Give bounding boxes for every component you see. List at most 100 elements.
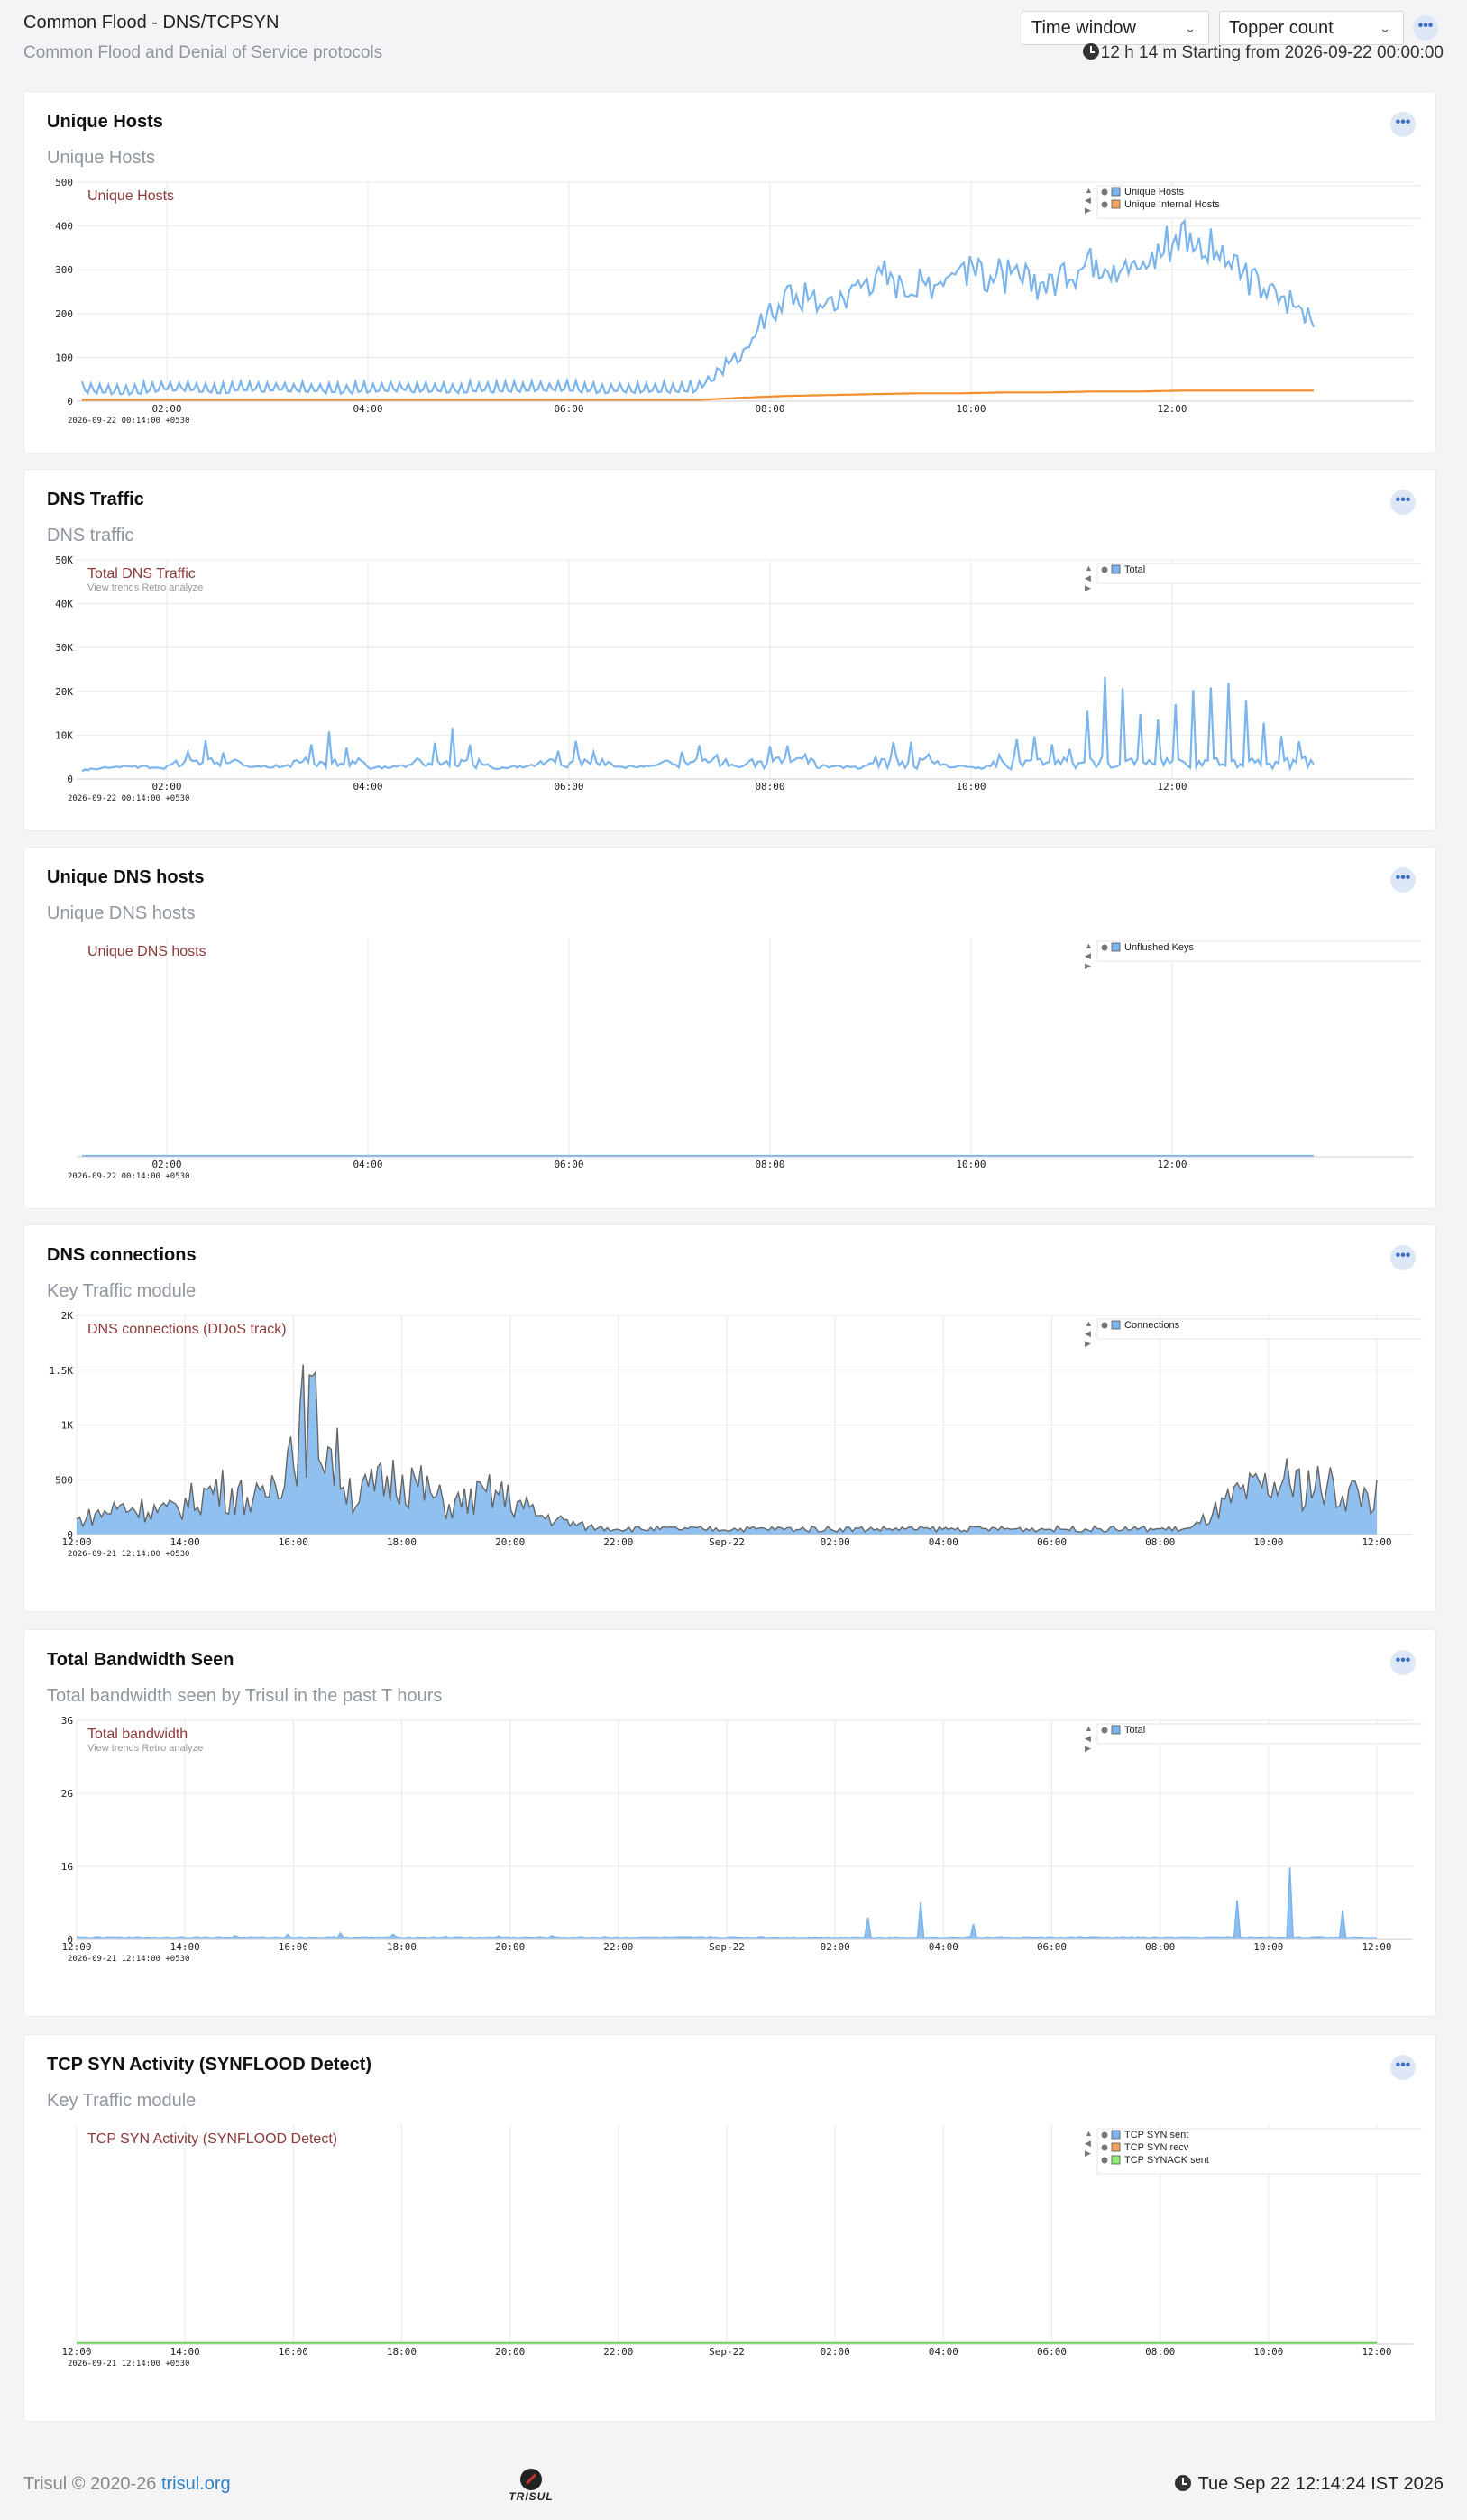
y-tick-label: 300 <box>55 264 73 276</box>
trisul-logo: TRISUL <box>500 2469 563 2506</box>
legend-toggle-icon[interactable] <box>1101 2144 1108 2151</box>
legend-item[interactable]: Unflushed Keys <box>1124 942 1195 953</box>
series-line <box>76 1867 1378 1939</box>
panel-menu-button[interactable]: ••• <box>1390 2055 1416 2080</box>
legend-item[interactable]: Total <box>1124 564 1145 575</box>
chart-title: DNS connections (DDoS track) <box>87 1322 287 1337</box>
legend-nav-icon[interactable]: ▲ <box>1085 1724 1093 1733</box>
legend-nav-icon[interactable]: ◀ <box>1085 1329 1091 1338</box>
legend-item[interactable]: TCP SYNACK sent <box>1124 2155 1209 2166</box>
chart: 12:00 14:00 16:00 18:00 20:00 22:00 Sep-22 02:0… <box>61 2125 1422 2369</box>
legend-nav-icon[interactable]: ▲ <box>1085 186 1093 195</box>
legend-nav-icon[interactable]: ◀ <box>1085 2139 1091 2148</box>
legend-item[interactable]: Unique Hosts <box>1124 187 1185 197</box>
x-tick-label: Sep-22 <box>709 1536 745 1548</box>
panel-menu-button[interactable]: ••• <box>1390 1245 1416 1270</box>
y-tick-label: 0 <box>67 774 73 785</box>
legend-nav-icon[interactable]: ◀ <box>1085 1734 1091 1743</box>
legend-toggle-icon[interactable] <box>1101 1322 1108 1329</box>
legend-nav-icon[interactable]: ▲ <box>1085 1319 1093 1328</box>
legend-toggle-icon[interactable] <box>1101 566 1108 573</box>
legend-swatch <box>1111 1320 1121 1330</box>
chart-title: TCP SYN Activity (SYNFLOOD Detect) <box>87 2131 337 2147</box>
chart-links[interactable]: View trends Retro analyze <box>87 582 203 593</box>
footer-clock-text: Tue Sep 22 12:14:24 IST 2026 <box>1197 2474 1444 2494</box>
x-tick-label: 04:00 <box>353 781 382 793</box>
legend-item[interactable]: Unique Internal Hosts <box>1124 199 1220 210</box>
chart-grid <box>77 181 1413 402</box>
trisul-link[interactable]: trisul.org <box>160 2474 231 2494</box>
legend-toggle-icon[interactable] <box>1101 188 1108 196</box>
legend-toggle-icon[interactable] <box>1101 201 1108 208</box>
panel-title: DNS connections <box>47 1245 197 1265</box>
x-tick-label: 12:00 <box>1157 1159 1187 1170</box>
legend: Total ▲◀▶ <box>1085 1723 1422 1753</box>
panel-menu-button[interactable]: ••• <box>1390 1650 1416 1675</box>
legend-toggle-icon[interactable] <box>1101 2131 1108 2139</box>
legend-nav-icon[interactable]: ▲ <box>1085 2129 1093 2138</box>
series-area <box>77 1364 1377 1535</box>
x-tick-label: 14:00 <box>170 1941 200 1953</box>
y-tick-label: 100 <box>55 352 73 363</box>
x-tick-label: 16:00 <box>279 1941 308 1953</box>
clock-icon <box>1175 2475 1192 2491</box>
panel-menu-button[interactable]: ••• <box>1390 112 1416 137</box>
x-tick-label: 14:00 <box>170 2346 200 2358</box>
topper-count-label: Topper count <box>1229 18 1334 38</box>
x-tick-label: 02:00 <box>821 2346 850 2358</box>
page-menu-button[interactable]: ••• <box>1413 15 1438 41</box>
legend-nav-icon[interactable]: ◀ <box>1085 196 1091 205</box>
footer: Trisul © 2020-26 trisul.org TRISUL Tue S… <box>23 2469 1444 2505</box>
legend-nav-icon[interactable]: ▲ <box>1085 564 1093 573</box>
legend-nav-icon[interactable]: ◀ <box>1085 951 1091 960</box>
panel-title: Unique DNS hosts <box>47 867 205 887</box>
legend-toggle-icon[interactable] <box>1101 944 1108 951</box>
legend-item[interactable]: TCP SYN sent <box>1124 2130 1188 2140</box>
y-tick-label: 2G <box>61 1788 73 1800</box>
panel-subtitle: Unique DNS hosts <box>47 903 196 923</box>
legend-nav-icon[interactable]: ▶ <box>1085 206 1091 215</box>
copyright-text: Trisul © 2020-26 <box>23 2474 161 2494</box>
y-tick-label: 0 <box>67 396 73 408</box>
x-tick-label: 18:00 <box>387 2346 417 2358</box>
topper-count-select[interactable]: Topper count ⌄ <box>1219 11 1404 45</box>
panel-title: DNS Traffic <box>47 490 144 509</box>
legend-item[interactable]: TCP SYN recv <box>1124 2142 1189 2153</box>
legend-nav-icon[interactable]: ▶ <box>1085 1744 1091 1753</box>
chart-panel: TCP SYN Activity (SYNFLOOD Detect) Key Tr… <box>23 2034 1436 2422</box>
legend-nav-icon[interactable]: ▶ <box>1085 2149 1091 2158</box>
legend-item[interactable]: Total <box>1124 1725 1145 1736</box>
series-line <box>81 676 1315 773</box>
legend-nav-icon[interactable]: ▲ <box>1085 941 1093 950</box>
panel-subtitle: Key Traffic module <box>47 1281 197 1301</box>
x-tick-label: Sep-22 <box>709 2346 745 2358</box>
legend-toggle-icon[interactable] <box>1101 2157 1108 2164</box>
x-tick-label: 20:00 <box>495 2346 525 2358</box>
legend-nav-icon[interactable]: ◀ <box>1085 573 1091 582</box>
y-tick-label: 500 <box>55 1474 73 1486</box>
legend-item[interactable]: Connections <box>1124 1320 1180 1331</box>
legend: Connections ▲◀▶ <box>1085 1318 1422 1348</box>
time-window-select[interactable]: Time window ⌄ <box>1022 11 1209 45</box>
legend-nav-icon[interactable]: ▶ <box>1085 961 1091 970</box>
time-info: 12 h 14 m Starting from 2026-09-22 00:00… <box>1082 43 1444 63</box>
y-tick-label: 1.5K <box>50 1365 74 1377</box>
panel-menu-button[interactable]: ••• <box>1390 867 1416 893</box>
panel-menu-button[interactable]: ••• <box>1390 490 1416 515</box>
chart-links[interactable]: View trends Retro analyze <box>87 1743 203 1754</box>
x-tick-label: 12:00 <box>61 1941 91 1953</box>
y-tick-label: 20K <box>55 686 73 698</box>
x-tick-label: 22:00 <box>603 1536 633 1548</box>
legend-nav-icon[interactable]: ▶ <box>1085 583 1091 592</box>
x-tick-label: 02:00 <box>151 403 181 415</box>
legend-swatch <box>1111 2130 1121 2140</box>
y-tick-label: 400 <box>55 221 73 233</box>
chart: 0 500 1K 1.5K 2K 12:00 14:00 16:00 18:00 20:00 22:… <box>50 1310 1422 1559</box>
start-time-label: 2026-09-22 00:14:00 +0530 <box>68 417 189 426</box>
legend-nav-icon[interactable]: ▶ <box>1085 1339 1091 1348</box>
chevron-down-icon: ⌄ <box>1380 21 1390 35</box>
y-tick-label: 0 <box>67 1934 73 1946</box>
copyright: Trisul © 2020-26 trisul.org <box>23 2474 231 2495</box>
chart-title: Unique Hosts <box>87 188 174 204</box>
legend-toggle-icon[interactable] <box>1101 1727 1108 1734</box>
